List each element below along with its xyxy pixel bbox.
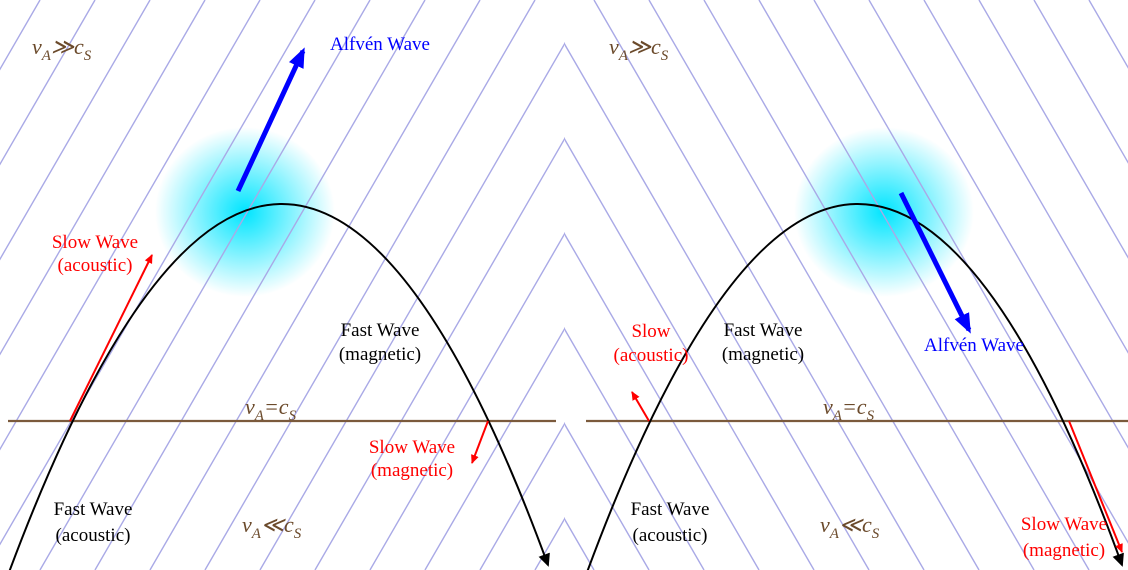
fast-wave-acoustic-label-line2: (acoustic) bbox=[633, 525, 708, 546]
slow-wave-magnetic-label-line2: (magnetic) bbox=[1023, 540, 1105, 561]
fast-wave-magnetic-label-line1: Fast Wave bbox=[724, 320, 803, 341]
regime-va-much-greater-cs-label: vA≫cS bbox=[609, 34, 669, 64]
fast-wave-acoustic-label-line1: Fast Wave bbox=[54, 499, 133, 520]
alfven-wave-label: Alfvén Wave bbox=[330, 34, 430, 55]
fast-wave-acoustic-label-line1: Fast Wave bbox=[631, 499, 710, 520]
slow-wave-magnetic-label-line1: Slow Wave bbox=[369, 437, 455, 458]
alfven-wave-arrow bbox=[898, 191, 972, 334]
regime-va-much-greater-cs-label: vA≫cS bbox=[32, 34, 92, 64]
regime-va-much-less-cs-label: vA≪cS bbox=[820, 512, 880, 542]
slow-wave-magnetic-label-line2: (magnetic) bbox=[371, 460, 453, 481]
slow-wave-acoustic-arrow bbox=[631, 391, 650, 422]
alfven-wave-arrow bbox=[235, 47, 306, 193]
ray-trajectory bbox=[8, 203, 550, 570]
wave-packet-glow bbox=[794, 127, 974, 297]
slow-wave-acoustic-label-line1: Slow Wave bbox=[52, 232, 138, 253]
slow-wave-acoustic-label-line2: (acoustic) bbox=[58, 255, 133, 276]
slow-wave-magnetic-arrow bbox=[471, 420, 489, 464]
alfven-wave-label: Alfvén Wave bbox=[924, 335, 1024, 356]
fast-wave-magnetic-label-line2: (magnetic) bbox=[722, 344, 804, 365]
regime-va-equals-cs-label: vA=cS bbox=[245, 394, 297, 424]
ray-trajectory bbox=[586, 203, 1124, 570]
slow-wave-magnetic-label-line1: Slow Wave bbox=[1021, 514, 1107, 535]
panel-right-diagram: vA≫cS vA=cS vA≪cS Alfvén Wave Slow (acou… bbox=[564, 0, 1128, 570]
magnetic-field-lines bbox=[564, 0, 1128, 570]
fast-wave-magnetic-label-line2: (magnetic) bbox=[339, 344, 421, 365]
regime-va-equals-cs-label: vA=cS bbox=[823, 394, 875, 424]
slow-wave-magnetic-arrow bbox=[1068, 420, 1123, 553]
wave-packet-glow bbox=[155, 127, 335, 297]
panel-left-diagram: vA≫cS vA=cS vA≪cS Alfvén Wave Slow Wave … bbox=[0, 0, 564, 570]
slow-wave-acoustic-label-line1: Slow bbox=[631, 321, 670, 342]
fast-wave-acoustic-label-line2: (acoustic) bbox=[56, 525, 131, 546]
fast-wave-magnetic-label-line1: Fast Wave bbox=[341, 320, 420, 341]
magnetic-field-lines bbox=[0, 0, 564, 570]
slow-wave-acoustic-arrow bbox=[69, 254, 153, 422]
slow-wave-acoustic-label-line2: (acoustic) bbox=[614, 345, 689, 366]
regime-va-much-less-cs-label: vA≪cS bbox=[242, 512, 302, 542]
